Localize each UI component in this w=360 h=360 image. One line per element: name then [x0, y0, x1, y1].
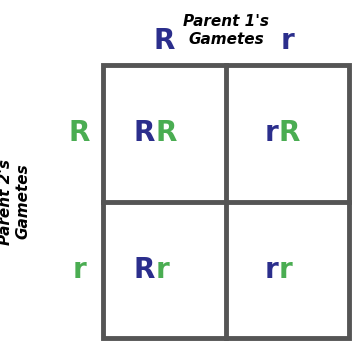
- Bar: [103, 65, 349, 338]
- Text: r: r: [265, 256, 279, 284]
- Text: R: R: [134, 119, 155, 147]
- Text: r: r: [155, 256, 169, 284]
- Text: R: R: [68, 119, 90, 147]
- Text: r: r: [265, 119, 279, 147]
- Text: r: r: [281, 27, 294, 55]
- Text: R: R: [154, 27, 175, 55]
- Text: r: r: [279, 256, 292, 284]
- Text: R: R: [155, 119, 177, 147]
- Text: r: r: [72, 256, 86, 284]
- Text: Parent 1's
Gametes: Parent 1's Gametes: [183, 14, 269, 47]
- Text: Parent 2's
Gametes: Parent 2's Gametes: [0, 159, 31, 244]
- Text: R: R: [134, 256, 155, 284]
- Text: R: R: [279, 119, 300, 147]
